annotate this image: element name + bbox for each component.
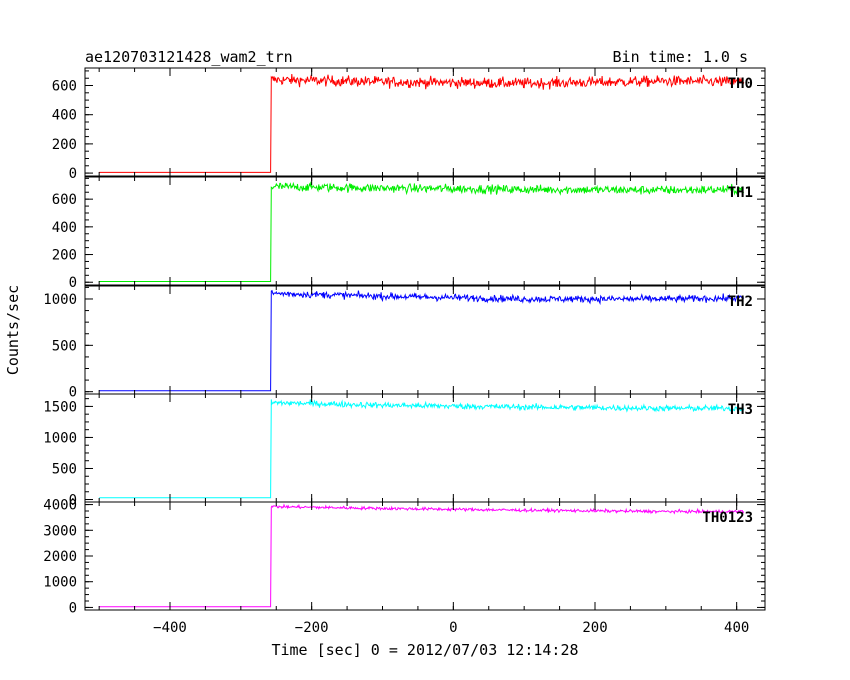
x-tick-label: 200 [582, 620, 607, 636]
series-line-th3 [99, 399, 745, 499]
x-tick-label: 0 [449, 620, 457, 636]
x-tick-label: 400 [724, 620, 749, 636]
series-line-th0 [99, 73, 745, 173]
panel-frame [84, 393, 766, 503]
chart-title: ae120703121428_wam2_trn [85, 48, 293, 66]
y-tick-label: 200 [52, 248, 77, 264]
x-tick-label: −200 [295, 620, 329, 636]
series-line-th2 [99, 289, 745, 392]
y-tick-label: 1500 [43, 399, 77, 415]
panel-th0: TH0 0 200 400 600 [52, 67, 766, 182]
y-tick-label: 1000 [43, 430, 77, 446]
y-tick-label: 0 [69, 600, 77, 616]
panel-frame [84, 176, 766, 286]
panel-label: TH3 [728, 402, 753, 418]
panel-label: TH1 [728, 185, 753, 201]
chart-subtitle: Bin time: 1.0 s [613, 48, 748, 66]
panel-label: TH2 [728, 294, 753, 310]
y-tick-label: 4000 [43, 498, 77, 514]
y-tick-label: 0 [69, 493, 77, 509]
panel-frame [84, 501, 766, 611]
panel-th3: TH3 0 500 1000 1500 [43, 393, 766, 509]
x-tick-label: −400 [153, 620, 187, 636]
panels: TH00200400600TH10200400600TH205001000TH3… [43, 67, 766, 636]
series-line-th0123 [99, 503, 745, 608]
y-tick-label: 600 [52, 192, 77, 208]
y-tick-label: 2000 [43, 549, 77, 565]
y-tick-label: 500 [52, 461, 77, 477]
y-axis-label: Counts/sec [4, 285, 22, 375]
y-tick-label: 1000 [43, 575, 77, 591]
panel-th2: TH2 0 500 1000 [43, 285, 766, 401]
panel-label: TH0 [728, 76, 753, 92]
panel-frame [84, 285, 766, 395]
panel-th1: TH1 0 200 400 600 [52, 176, 766, 291]
y-tick-label: 200 [52, 137, 77, 153]
series-line-th1 [99, 181, 745, 282]
y-tick-label: 500 [52, 338, 77, 354]
y-tick-label: 400 [52, 108, 77, 124]
y-tick-label: 3000 [43, 523, 77, 539]
y-tick-label: 0 [69, 166, 77, 182]
y-tick-label: 0 [69, 275, 77, 291]
y-tick-label: 1000 [43, 292, 77, 308]
panel-label: TH0123 [702, 510, 753, 526]
y-tick-label: 400 [52, 220, 77, 236]
y-tick-label: 600 [52, 79, 77, 95]
y-tick-label: 0 [69, 385, 77, 401]
panel-th0123: TH0123 0 1000 2000 3000 4000 −400 −200 0 200 400 [43, 498, 766, 636]
x-axis-label: Time [sec] 0 = 2012/07/03 12:14:28 [271, 641, 578, 659]
